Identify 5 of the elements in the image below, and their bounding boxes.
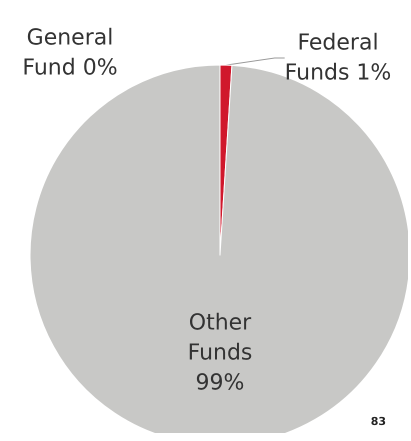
- text: 83: [370, 415, 386, 428]
- slice-label: Federal Funds 1%: [284, 30, 392, 86]
- data-label: 99%: [196, 370, 244, 396]
- category-label: General Fund 0%: [22, 26, 118, 80]
- slice-label: Other Funds: [188, 310, 252, 366]
